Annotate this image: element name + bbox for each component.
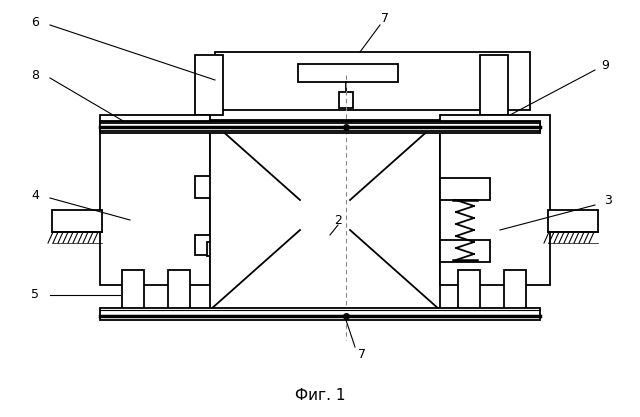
Bar xyxy=(215,52,530,110)
Bar xyxy=(214,142,224,200)
Bar xyxy=(122,270,144,318)
Bar xyxy=(339,92,353,108)
Text: 6: 6 xyxy=(31,15,39,28)
Bar xyxy=(100,115,210,285)
Bar xyxy=(504,270,526,318)
Text: 3: 3 xyxy=(604,193,612,206)
Bar xyxy=(100,308,540,320)
Bar xyxy=(52,210,102,232)
Bar xyxy=(168,270,190,318)
Bar xyxy=(440,240,490,262)
Bar xyxy=(195,176,247,198)
Text: 9: 9 xyxy=(601,58,609,71)
Bar xyxy=(195,55,223,115)
Text: Фиг. 1: Фиг. 1 xyxy=(295,387,345,402)
Bar xyxy=(548,210,598,232)
Bar xyxy=(207,242,231,256)
Bar xyxy=(100,123,540,131)
Bar xyxy=(458,270,480,318)
Text: 4: 4 xyxy=(31,188,39,201)
Bar xyxy=(480,55,508,115)
Text: 7: 7 xyxy=(381,12,389,25)
Bar xyxy=(210,120,440,310)
Bar xyxy=(100,121,540,133)
Text: 8: 8 xyxy=(31,68,39,81)
Text: 7: 7 xyxy=(358,349,366,362)
Bar xyxy=(298,292,398,310)
Text: 5: 5 xyxy=(31,289,39,301)
Bar xyxy=(440,178,490,200)
Text: 2: 2 xyxy=(334,214,342,226)
Bar xyxy=(440,115,550,285)
Bar xyxy=(298,64,398,82)
Bar xyxy=(339,280,353,296)
Bar xyxy=(195,235,247,255)
